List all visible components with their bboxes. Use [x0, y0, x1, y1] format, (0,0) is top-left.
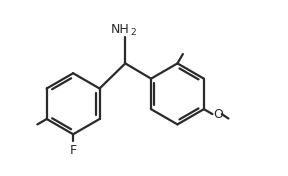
Text: 2: 2 [131, 28, 136, 37]
Text: F: F [70, 144, 77, 157]
Text: O: O [213, 108, 223, 121]
Text: NH: NH [111, 23, 129, 36]
